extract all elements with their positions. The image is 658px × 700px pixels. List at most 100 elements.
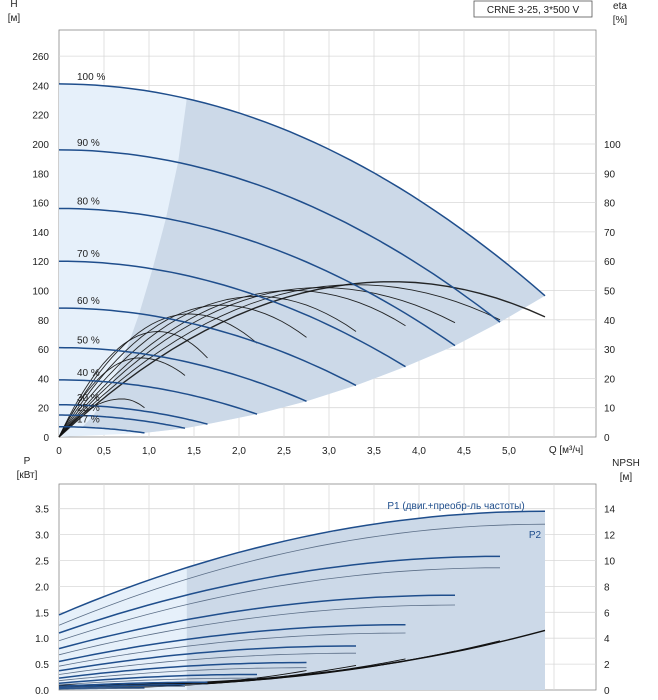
- x-tick-label: 3,5: [367, 446, 381, 457]
- y-right-title: eta: [613, 1, 627, 12]
- p2-curve: [58, 632, 406, 667]
- power-tick-label: 1.5: [35, 608, 49, 619]
- power-tick-label: 0.5: [35, 660, 49, 671]
- x-tick-labels: 0 0,5 1,0 1,5 2,0 2,5 3,0 3,5 4,0 4,5 5,0: [56, 446, 516, 457]
- p2-curve: [58, 652, 356, 675]
- npsh-tick-labels: 0 2 4 6 8 10 12 14: [604, 505, 616, 697]
- legend-box: CRNE 3-25, 3*500 V: [473, 0, 593, 18]
- y-left-tick-label: 20: [38, 404, 50, 415]
- x-tick-label: 2,5: [277, 446, 291, 457]
- y-left-tick-label: 180: [32, 169, 49, 180]
- legend-box-text: CRNE 3-25, 3*500 V: [487, 5, 580, 16]
- power-curves: [58, 510, 546, 690]
- y-left-tick-label: 120: [32, 257, 49, 268]
- x-tick-label: 5,0: [502, 446, 516, 457]
- npsh-tick-label: 8: [604, 582, 610, 593]
- y-left-tick-labels: 0 20 40 60 80 100 120 140 160 180 200 220 240 260: [32, 52, 49, 444]
- p1-curve: [58, 555, 500, 634]
- p2-curve: [58, 567, 500, 642]
- head-curve: [59, 425, 145, 434]
- npsh-axis-title: NPSH: [612, 458, 640, 469]
- x-axis-label: Q [м³/ч]: [549, 445, 584, 456]
- p1-curve: [58, 623, 406, 663]
- efficiency-curve: [58, 357, 186, 438]
- npsh-tick-label: 2: [604, 660, 610, 671]
- power-main-area: [186, 511, 546, 690]
- efficiency-curve: [58, 331, 208, 438]
- npsh-tick-label: 6: [604, 608, 610, 619]
- p2-series-label: P2: [529, 530, 542, 541]
- y-right-tick-label: 40: [604, 316, 616, 327]
- y-left-tick-label: 200: [32, 140, 49, 151]
- npsh-tick-label: 4: [604, 634, 610, 645]
- head-curve: [59, 307, 357, 387]
- efficiency-curve: [58, 304, 307, 438]
- p2-curve: [58, 604, 456, 656]
- y-right-tick-label: 30: [604, 345, 616, 356]
- npsh-tick-label: 12: [604, 531, 616, 542]
- power-tick-labels: 0.0 0.5 1.0 1.5 2.0 2.5 3.0 3.5: [35, 505, 49, 697]
- efficiency-curve: [58, 398, 145, 438]
- power-tick-label: 2.5: [35, 557, 49, 568]
- efficiency-curve: [58, 290, 406, 438]
- y-left-title: H: [10, 0, 17, 10]
- head-curve: [59, 404, 208, 425]
- p1-curve: [58, 681, 208, 688]
- speed-label: 40 %: [77, 368, 100, 379]
- efficiency-curve: [58, 281, 546, 438]
- efficiency-curve: [58, 295, 357, 438]
- head-curve: [58, 346, 307, 402]
- speed-label: 70 %: [77, 249, 100, 260]
- power-axis-unit: [кВт]: [17, 470, 38, 481]
- y-right-tick-label: 80: [604, 199, 616, 210]
- head-curve: [58, 260, 406, 368]
- y-right-tick-labels: 0 10 20 30 40 50 60 70 80 90 100: [604, 140, 621, 444]
- power-area: [59, 511, 546, 690]
- p1-curve: [58, 673, 257, 685]
- y-left-tick-label: 80: [38, 316, 50, 327]
- y-right-tick-label: 50: [604, 287, 616, 298]
- x-tick-label: 3,0: [322, 446, 336, 457]
- y-right-tick-label: 20: [604, 374, 616, 385]
- head-curve: [58, 149, 501, 323]
- head-curve: [59, 379, 258, 415]
- y-right-tick-label: 10: [604, 404, 616, 415]
- p2-curve: [58, 677, 257, 686]
- x-tick-label: 0: [56, 446, 62, 457]
- y-left-tick-label: 100: [32, 287, 49, 298]
- p1-curve: [58, 594, 456, 650]
- x-tick-label: 1,5: [187, 446, 201, 457]
- y-left-tick-label: 40: [38, 374, 50, 385]
- p1-curve: [58, 684, 185, 689]
- p2-curve: [58, 667, 307, 682]
- y-left-unit: [м]: [8, 13, 21, 24]
- speed-label: 25 %: [77, 403, 100, 414]
- speed-label: 80 %: [77, 196, 100, 207]
- power-tick-label: 1.0: [35, 634, 49, 645]
- power-axis-title: P: [24, 456, 31, 467]
- p2-curve: [58, 688, 145, 690]
- p2-curve: [58, 523, 546, 626]
- head-curve: [59, 207, 456, 347]
- x-tick-label: 4,5: [457, 446, 471, 457]
- x-tick-label: 2,0: [232, 446, 246, 457]
- y-left-tick-label: 60: [38, 345, 50, 356]
- npsh-tick-label: 0: [604, 686, 610, 697]
- speed-label: 17 %: [77, 415, 100, 426]
- power-tick-label: 3.5: [35, 505, 49, 516]
- y-right-tick-label: 60: [604, 257, 616, 268]
- p1-curve: [58, 510, 546, 616]
- y-left-tick-label: 240: [32, 81, 49, 92]
- power-tick-label: 2.0: [35, 582, 49, 593]
- y-right-tick-label: 100: [604, 140, 621, 151]
- p1-curve: [58, 645, 356, 672]
- speed-label: 100 %: [77, 72, 105, 83]
- y-left-tick-label: 0: [43, 433, 49, 444]
- y-right-tick-label: 90: [604, 169, 616, 180]
- speed-label: 60 %: [77, 296, 100, 307]
- speed-label: 50 %: [77, 336, 100, 347]
- efficiency-curve: [58, 284, 501, 438]
- speed-label: 90 %: [77, 138, 100, 149]
- y-left-tick-label: 160: [32, 199, 49, 210]
